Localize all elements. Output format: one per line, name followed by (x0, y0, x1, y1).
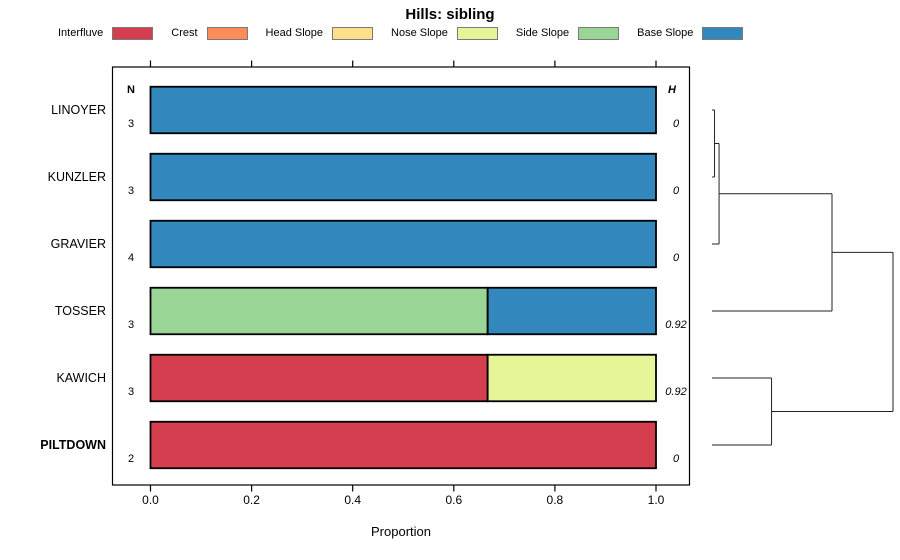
row-label: GRAVIER (50, 237, 106, 251)
x-axis-title: Proportion (371, 524, 431, 539)
legend-label: Head Slope (265, 27, 324, 39)
bar-segment (149, 219, 657, 269)
row-h-value: 0 (672, 118, 680, 131)
row-h-value: 0.92 (665, 319, 687, 332)
row-n-value: 3 (127, 319, 135, 332)
bar-segment (149, 85, 657, 135)
h-column-header: H (668, 84, 676, 96)
legend-item: Side Slope (515, 26, 620, 40)
legend: Interfluve Crest Head Slope Nose Slope Side … (58, 25, 744, 41)
bar-segment (486, 353, 657, 403)
row-n-value: 2 (127, 453, 135, 466)
bar-segment (149, 286, 489, 336)
bar-segment (149, 420, 657, 470)
legend-label: Interfluve (58, 27, 104, 39)
x-tick-label: 0.8 (546, 493, 564, 507)
row-h-value: 0 (672, 453, 680, 466)
row-label: LINOYER (51, 103, 106, 117)
legend-swatch (456, 26, 498, 40)
row-n-value: 3 (127, 185, 135, 198)
n-column-header: N (127, 84, 135, 96)
x-tick-label: 0.4 (344, 493, 362, 507)
dendrogram (712, 109, 894, 446)
row-label: KUNZLER (47, 170, 106, 184)
bar-segment (486, 286, 657, 336)
chart-title: Hills: sibling (405, 6, 495, 23)
row-label: PILTDOWN (40, 438, 106, 452)
legend-label: Nose Slope (391, 27, 448, 39)
row-n-value: 4 (127, 252, 135, 265)
legend-item: Crest (171, 26, 248, 40)
row-h-value: 0 (672, 252, 680, 265)
legend-item: Nose Slope (391, 26, 498, 40)
row-label: KAWICH (56, 371, 106, 385)
legend-swatch (112, 26, 154, 40)
legend-swatch (206, 26, 248, 40)
legend-label: Base Slope (637, 27, 694, 39)
row-n-value: 3 (127, 386, 135, 399)
x-tick-label: 0.6 (445, 493, 463, 507)
legend-item: Base Slope (637, 26, 744, 40)
row-n-value: 3 (127, 118, 135, 131)
row-label: TOSSER (54, 304, 106, 318)
axis-ticks (149, 60, 657, 492)
bar-segment (149, 353, 489, 403)
x-tick-label: 0.0 (142, 493, 159, 507)
x-tick-label: 1.0 (647, 493, 665, 507)
x-tick-label: 0.2 (243, 493, 260, 507)
row-h-value: 0 (672, 185, 680, 198)
bars (149, 85, 657, 470)
plot-box (111, 66, 691, 486)
bar-segment (149, 152, 657, 202)
legend-label: Side Slope (515, 27, 570, 39)
legend-label: Crest (171, 27, 198, 39)
legend-item: Interfluve (58, 26, 154, 40)
row-h-value: 0.92 (665, 386, 687, 399)
legend-item: Head Slope (265, 26, 374, 40)
legend-swatch (332, 26, 374, 40)
legend-swatch (702, 26, 744, 40)
legend-swatch (578, 26, 620, 40)
